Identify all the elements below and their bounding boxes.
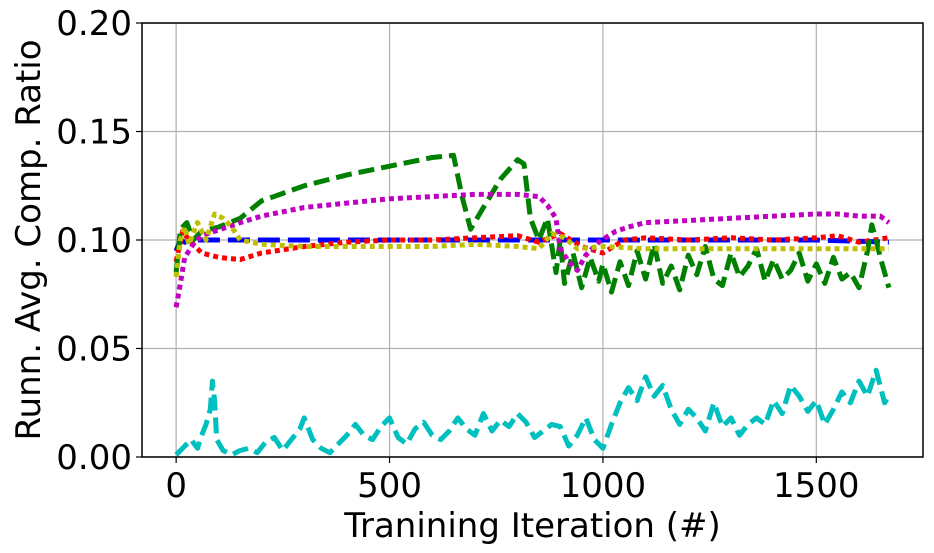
ticks: 0 500 1000 1500 0.00 0.05 0.10 0.15 0.20 (56, 4, 859, 506)
series-line-3 (173, 152, 892, 295)
x-axis-label: Tranining Iteration (#) (343, 506, 721, 546)
y-tick-label: 0.00 (56, 438, 132, 478)
x-tick-label: 0 (165, 466, 187, 506)
y-tick-label: 0.20 (56, 4, 132, 44)
y-tick-label: 0.15 (56, 113, 132, 153)
series-line-2 (173, 228, 890, 263)
y-axis-label: Runn. Avg. Comp. Ratio (9, 39, 49, 440)
y-tick-label: 0.10 (56, 221, 132, 261)
x-tick-label: 500 (357, 466, 422, 506)
series-line-1 (173, 237, 889, 252)
y-tick-label: 0.05 (56, 330, 132, 370)
series-layer (173, 152, 892, 458)
x-tick-label: 1500 (773, 466, 860, 506)
series-line-6 (174, 367, 891, 458)
x-tick-label: 1000 (560, 466, 647, 506)
series-line-4 (173, 191, 891, 308)
series-line-5 (173, 211, 889, 278)
